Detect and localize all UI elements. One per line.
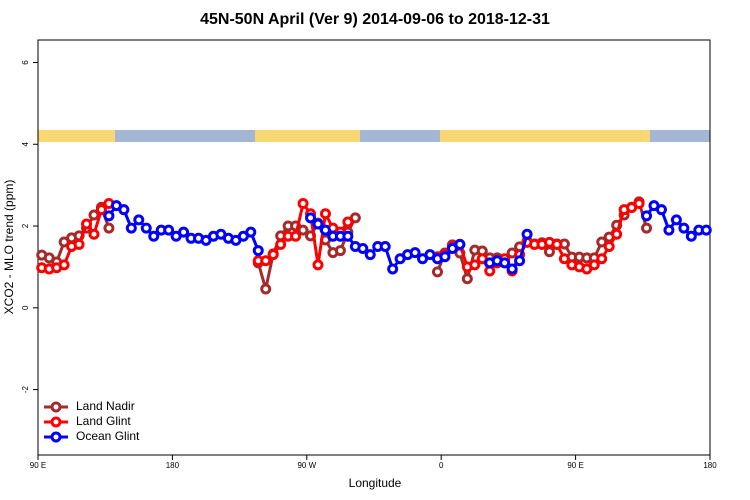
point (551, 238, 563, 250)
x-tick-label: 90 E (30, 461, 46, 470)
point (148, 230, 160, 242)
point (118, 204, 130, 216)
point (342, 230, 354, 242)
point (342, 216, 354, 228)
legend-marker (50, 431, 62, 443)
point (543, 246, 555, 258)
point (670, 214, 682, 226)
point (603, 240, 615, 252)
legend-marker (50, 401, 62, 413)
point (245, 226, 257, 238)
point (678, 222, 690, 234)
y-axis-label: XCO2 - MLO trend (ppm) (2, 180, 16, 315)
point (88, 209, 100, 221)
point (685, 230, 697, 242)
point (305, 212, 317, 224)
point (319, 224, 331, 236)
point (319, 208, 331, 220)
y-tick-label: 4 (21, 141, 30, 146)
point (663, 224, 675, 236)
point (700, 224, 712, 236)
point (88, 228, 100, 240)
point (364, 249, 376, 261)
point (521, 228, 533, 240)
point (297, 198, 309, 210)
point (431, 266, 443, 278)
point (558, 253, 570, 265)
y-tick-label: 6 (21, 60, 30, 65)
point (163, 224, 175, 236)
point (409, 247, 421, 259)
point (133, 214, 145, 226)
legend-marker (50, 416, 62, 428)
point (357, 243, 369, 255)
x-tick-label: 180 (166, 461, 180, 470)
point (297, 224, 309, 236)
point (290, 230, 302, 242)
point (252, 245, 264, 257)
point (469, 259, 481, 271)
point (461, 273, 473, 285)
x-axis-label: Longitude (349, 476, 402, 490)
plot-frame (37, 39, 711, 456)
legend-label: Ocean Glint (76, 429, 140, 443)
point (596, 253, 608, 265)
x-tick-label: 90 W (297, 461, 316, 470)
point (506, 263, 518, 275)
point (275, 238, 287, 250)
point (178, 226, 190, 238)
point (514, 255, 526, 267)
point (125, 222, 137, 234)
y-tick-label: 2 (21, 223, 30, 228)
point (439, 251, 451, 263)
x-tick-label: 90 E (567, 461, 583, 470)
legend-label: Land Glint (76, 414, 131, 428)
x-tick-label: 180 (703, 461, 717, 470)
point (73, 238, 85, 250)
point (454, 238, 466, 250)
point (58, 259, 70, 271)
point (103, 210, 115, 222)
point (140, 222, 152, 234)
chart-title: 45N-50N April (Ver 9) 2014-09-06 to 2018… (200, 11, 550, 28)
point (312, 259, 324, 271)
point (312, 218, 324, 230)
y-tick-label: 0 (21, 305, 30, 310)
x-tick-label: 0 (439, 461, 444, 470)
map-strip (38, 130, 710, 142)
point (103, 222, 115, 234)
point (596, 236, 608, 248)
point (81, 218, 93, 230)
point (334, 245, 346, 257)
point (655, 204, 667, 216)
point (641, 210, 653, 222)
point (588, 259, 600, 271)
y-tick-label: -2 (21, 385, 30, 393)
point (260, 283, 272, 295)
point (267, 249, 279, 261)
point (260, 255, 272, 267)
point (379, 240, 391, 252)
legend-label: Land Nadir (76, 399, 135, 413)
point (641, 222, 653, 234)
point (611, 228, 623, 240)
point (95, 204, 107, 216)
point (387, 263, 399, 275)
point (633, 198, 645, 210)
point (499, 257, 511, 269)
